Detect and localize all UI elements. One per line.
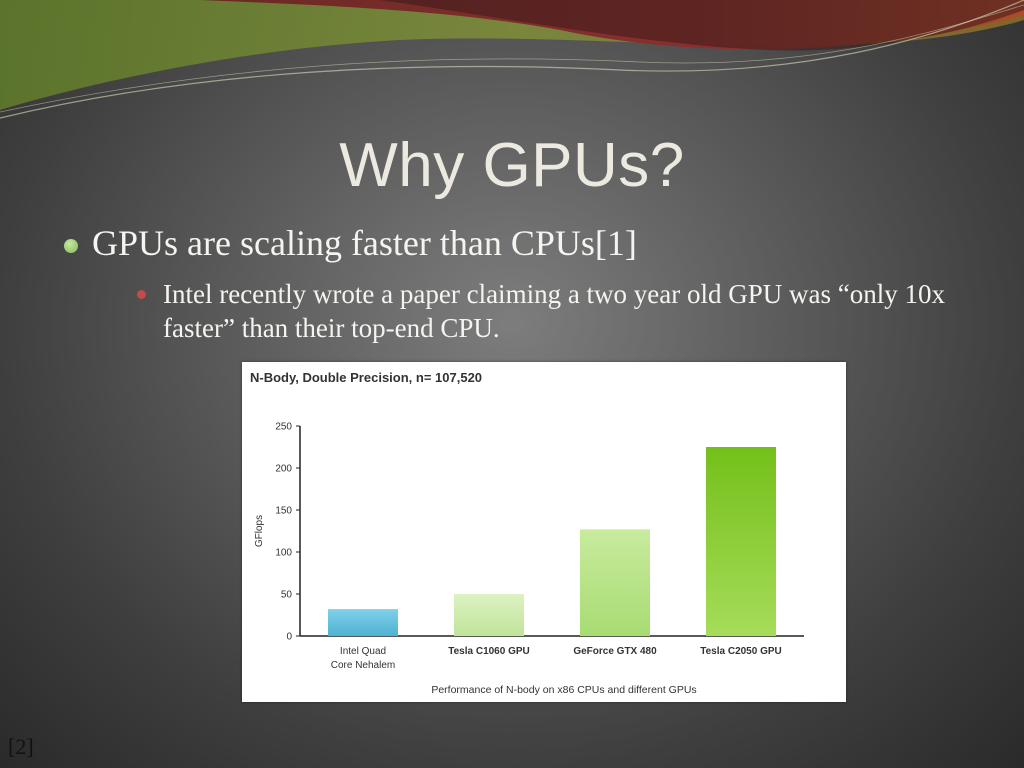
x-tick-label: GeForce GTX 480	[573, 646, 657, 657]
chart-image: N-Body, Double Precision, n= 107,520 0 50…	[242, 362, 846, 702]
x-tick-label: Tesla C1060 GPU	[448, 646, 530, 657]
y-tick-label: 150	[275, 506, 292, 517]
y-tick-label: 200	[275, 464, 292, 475]
y-tick-label: 250	[275, 422, 292, 433]
x-tick-label: Core Nehalem	[331, 660, 395, 671]
bar	[454, 594, 524, 636]
x-tick-label: Intel Quad	[340, 646, 386, 657]
slide-title: Why GPUs?	[339, 131, 685, 200]
decorative-swoosh-banner	[0, 0, 1024, 119]
y-tick-label: 0	[286, 632, 292, 643]
bar-chart: N-Body, Double Precision, n= 107,520 0 50…	[250, 370, 804, 696]
bullet-level1-text: GPUs are scaling faster than CPUs[1]	[92, 223, 637, 263]
bullet-dot-icon	[64, 239, 78, 253]
x-tick-label: Tesla C2050 GPU	[700, 646, 782, 657]
sub-bullet-dot-icon	[137, 290, 146, 299]
bar	[580, 529, 650, 636]
bar	[328, 609, 398, 636]
chart-caption: Performance of N-body on x86 CPUs and di…	[431, 684, 696, 696]
bar	[706, 447, 776, 636]
y-tick-label: 100	[275, 548, 292, 559]
reference-mark: [2]	[8, 734, 34, 759]
y-tick-label: 50	[281, 590, 293, 601]
y-axis-label: GFlops	[254, 515, 265, 547]
chart-title: N-Body, Double Precision, n= 107,520	[250, 370, 482, 385]
bullet-level2-text: Intel recently wrote a paper claiming a …	[163, 279, 945, 343]
